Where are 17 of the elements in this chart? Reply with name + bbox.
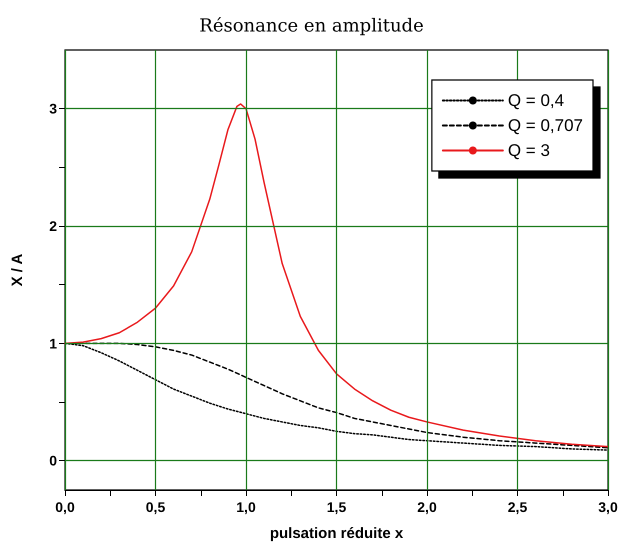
y-tick-label: 2	[49, 218, 58, 234]
y-tick-label: 0	[49, 452, 58, 469]
x-tick-label: 2,0	[417, 499, 437, 515]
y-tick-label: 1	[49, 335, 58, 352]
legend-label: Q = 0,4	[508, 91, 564, 110]
chart-title: Résonance en amplitude	[199, 16, 424, 36]
x-axis-title: pulsation réduite x	[270, 525, 404, 542]
y-tick-label: 3	[49, 100, 58, 117]
legend-label: Q = 0,707	[508, 116, 583, 135]
x-tick-label: 0,5	[146, 499, 166, 515]
x-tick-label: 3,0	[598, 499, 618, 515]
x-tick-label: 0,0	[55, 499, 75, 515]
legend-label: Q = 3	[508, 141, 550, 160]
x-tick-label: 2,5	[508, 499, 528, 515]
x-tick-label: 1,5	[326, 499, 346, 515]
y-axis-title: X / A	[9, 253, 26, 286]
x-tick-label: 1,0	[236, 499, 256, 515]
